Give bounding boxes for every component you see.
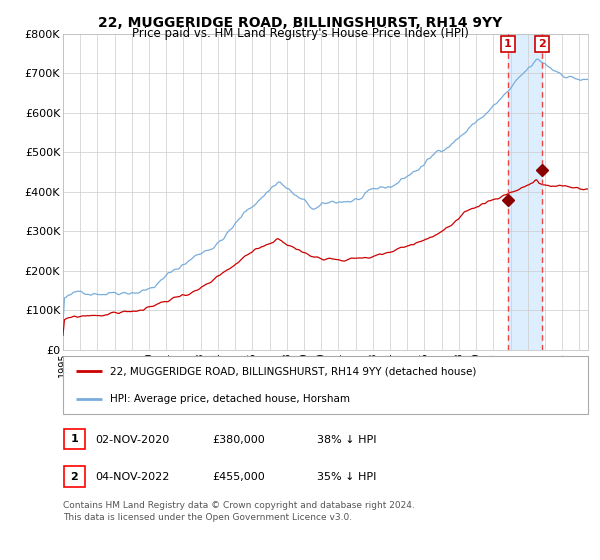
Text: Contains HM Land Registry data © Crown copyright and database right 2024.
This d: Contains HM Land Registry data © Crown c… [63,501,415,522]
Text: £380,000: £380,000 [212,435,265,445]
Text: 1: 1 [71,434,78,444]
Text: HPI: Average price, detached house, Horsham: HPI: Average price, detached house, Hors… [110,394,350,404]
Text: 04-NOV-2022: 04-NOV-2022 [95,473,169,482]
Text: 1: 1 [504,39,512,49]
FancyBboxPatch shape [63,356,588,414]
Text: 38% ↓ HPI: 38% ↓ HPI [317,435,376,445]
Text: 2: 2 [71,472,78,482]
Bar [508,34,542,350]
Text: 35% ↓ HPI: 35% ↓ HPI [317,473,376,482]
Text: 22, MUGGERIDGE ROAD, BILLINGSHURST, RH14 9YY: 22, MUGGERIDGE ROAD, BILLINGSHURST, RH14… [98,16,502,30]
Text: 2: 2 [538,39,546,49]
FancyBboxPatch shape [64,429,85,449]
Text: £455,000: £455,000 [212,473,265,482]
Text: 22, MUGGERIDGE ROAD, BILLINGSHURST, RH14 9YY (detached house): 22, MUGGERIDGE ROAD, BILLINGSHURST, RH14… [110,366,476,376]
Text: Price paid vs. HM Land Registry's House Price Index (HPI): Price paid vs. HM Land Registry's House … [131,27,469,40]
FancyBboxPatch shape [64,466,85,487]
Text: 02-NOV-2020: 02-NOV-2020 [95,435,169,445]
